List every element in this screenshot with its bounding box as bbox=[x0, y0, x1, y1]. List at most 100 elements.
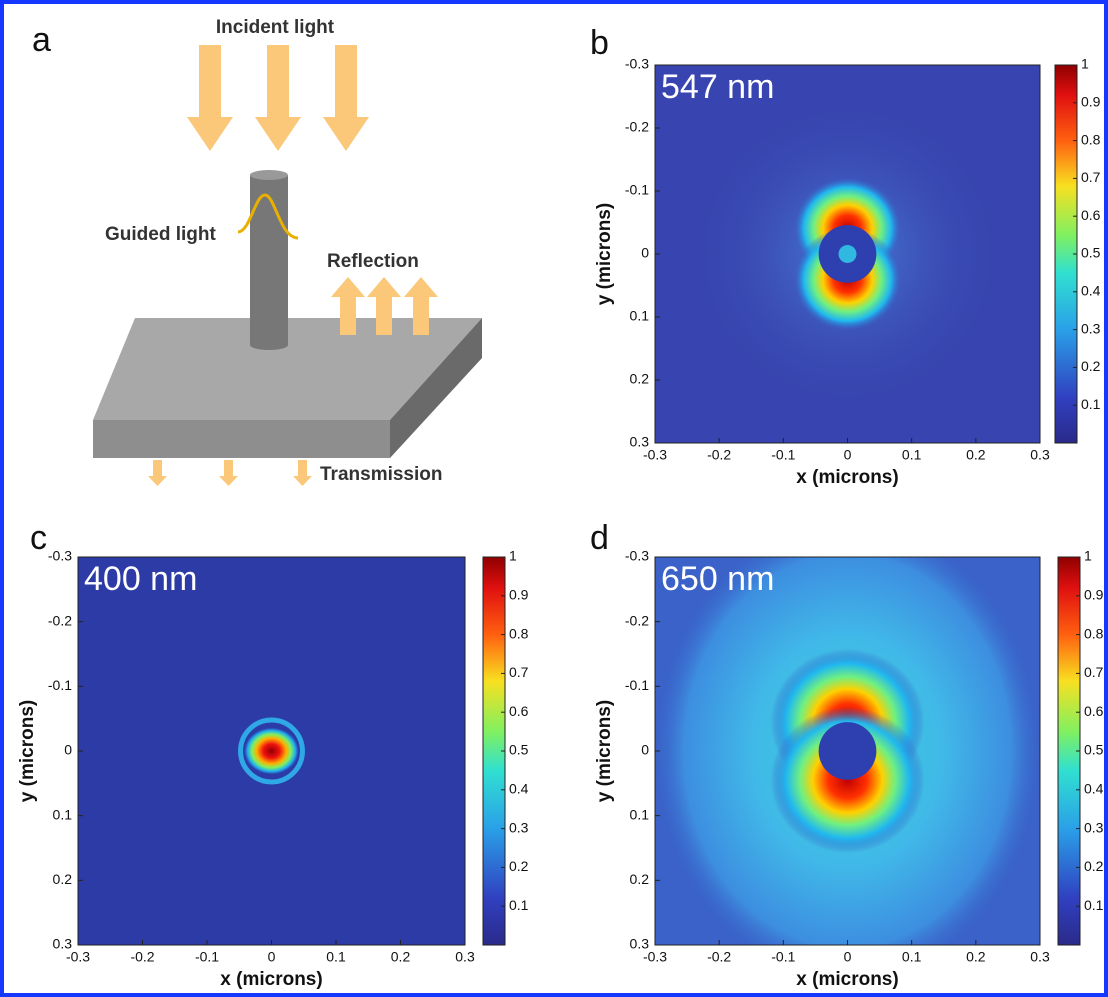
panel-label: d bbox=[590, 519, 609, 557]
colorbar-tick-label: 0.4 bbox=[509, 781, 529, 797]
core-center bbox=[839, 245, 857, 263]
colorbar-tick-label: 0.1 bbox=[1081, 396, 1101, 412]
pillar-top bbox=[250, 170, 288, 180]
colorbar-tick-label: 0.3 bbox=[509, 819, 529, 835]
colorbar-tick-label: 0.5 bbox=[1081, 245, 1101, 261]
reflection-arrows bbox=[331, 277, 438, 335]
figure: a Incident light Guided light Reflection… bbox=[0, 0, 1108, 997]
x-tick-label: 0 bbox=[844, 447, 852, 463]
colorbar-tick-label: 1 bbox=[1081, 56, 1089, 72]
panel-label: a bbox=[32, 21, 51, 59]
y-axis-label: y (microns) bbox=[594, 203, 615, 305]
panel-label: c bbox=[30, 519, 47, 557]
x-axis-label: x (microns) bbox=[220, 969, 322, 990]
x-axis-label: x (microns) bbox=[796, 969, 898, 990]
colorbar-tick-label: 0.5 bbox=[1084, 742, 1104, 758]
colorbar-tick-label: 0.7 bbox=[1084, 664, 1104, 680]
x-tick-label: 0.1 bbox=[902, 949, 922, 965]
y-tick-label: 0.3 bbox=[630, 936, 650, 952]
y-tick-label: 0.1 bbox=[630, 308, 650, 324]
colorbar-tick-label: 1 bbox=[1084, 548, 1092, 564]
y-tick-label: 0.2 bbox=[630, 371, 650, 387]
y-axis-label: y (microns) bbox=[17, 700, 38, 802]
colorbar-tick-label: 0.1 bbox=[509, 897, 529, 913]
colorbar-tick-label: 0.8 bbox=[509, 625, 529, 641]
y-tick-label: 0.3 bbox=[630, 434, 650, 450]
schematic: a Incident light Guided light Reflection… bbox=[32, 17, 482, 486]
colorbar-tick-label: 0.6 bbox=[509, 703, 529, 719]
x-tick-label: 0.3 bbox=[455, 949, 475, 965]
x-tick-label: -0.2 bbox=[707, 949, 731, 965]
y-tick-label: 0.1 bbox=[630, 806, 650, 822]
wavelength-label: 400 nm bbox=[84, 560, 197, 598]
x-tick-label: -0.1 bbox=[771, 447, 795, 463]
incident-arrows bbox=[187, 45, 369, 151]
guided-label: Guided light bbox=[105, 224, 216, 245]
colorbar-tick-label: 0.4 bbox=[1081, 283, 1101, 299]
colorbar-tick-label: 0.2 bbox=[1084, 858, 1104, 874]
colorbar-tick-label: 0.9 bbox=[1084, 587, 1104, 603]
x-tick-label: 0.2 bbox=[966, 447, 986, 463]
colorbar-tick-label: 0.6 bbox=[1084, 703, 1104, 719]
colorbar-tick-label: 1 bbox=[509, 548, 517, 564]
slab-front bbox=[93, 420, 390, 458]
x-axis-label: x (microns) bbox=[796, 467, 898, 488]
y-tick-label: 0 bbox=[641, 742, 649, 758]
panel-label: b bbox=[590, 24, 609, 62]
x-tick-label: -0.2 bbox=[130, 949, 154, 965]
y-tick-label: 0.2 bbox=[630, 871, 650, 887]
y-tick-label: 0.1 bbox=[53, 806, 73, 822]
x-tick-label: 0.1 bbox=[326, 949, 346, 965]
y-axis-label: y (microns) bbox=[594, 700, 615, 802]
core bbox=[819, 722, 877, 780]
x-tick-label: -0.1 bbox=[771, 949, 795, 965]
y-tick-label: 0.2 bbox=[53, 871, 73, 887]
y-tick-label: -0.3 bbox=[625, 56, 649, 72]
wavelength-label: 650 nm bbox=[661, 560, 774, 598]
x-tick-label: 0 bbox=[268, 949, 276, 965]
colorbar-tick-label: 0.2 bbox=[509, 858, 529, 874]
x-tick-label: 0.3 bbox=[1030, 447, 1050, 463]
spot bbox=[244, 728, 298, 774]
y-tick-label: -0.3 bbox=[48, 548, 72, 564]
colorbar-tick-label: 0.7 bbox=[509, 664, 529, 680]
colorbar-tick-label: 0.9 bbox=[1081, 94, 1101, 110]
transmission-label: Transmission bbox=[320, 464, 443, 485]
reflection-label: Reflection bbox=[327, 251, 419, 272]
y-tick-label: -0.1 bbox=[48, 677, 72, 693]
y-tick-label: -0.1 bbox=[625, 182, 649, 198]
y-tick-label: 0 bbox=[64, 742, 72, 758]
colorbar-tick-label: 0.3 bbox=[1084, 819, 1104, 835]
y-tick-label: 0 bbox=[641, 245, 649, 261]
x-tick-label: 0.2 bbox=[966, 949, 986, 965]
y-tick-label: -0.2 bbox=[625, 119, 649, 135]
y-tick-label: -0.1 bbox=[625, 677, 649, 693]
colorbar-tick-label: 0.7 bbox=[1081, 169, 1101, 185]
field bbox=[655, 65, 1040, 443]
y-tick-label: -0.3 bbox=[625, 548, 649, 564]
incident-label: Incident light bbox=[216, 17, 335, 38]
x-tick-label: 0 bbox=[844, 949, 852, 965]
x-tick-label: -0.2 bbox=[707, 447, 731, 463]
wavelength-label: 547 nm bbox=[661, 68, 774, 106]
colorbar-tick-label: 0.9 bbox=[509, 587, 529, 603]
colorbar-tick-label: 0.8 bbox=[1081, 131, 1101, 147]
colorbar-tick-label: 0.2 bbox=[1081, 358, 1101, 374]
y-tick-label: -0.2 bbox=[48, 612, 72, 628]
pillar bbox=[250, 175, 288, 345]
field bbox=[78, 557, 465, 945]
y-tick-label: 0.3 bbox=[53, 936, 73, 952]
colorbar-tick-label: 0.3 bbox=[1081, 320, 1101, 336]
colorbar-tick-label: 0.8 bbox=[1084, 625, 1104, 641]
colorbar-tick-label: 0.4 bbox=[1084, 781, 1104, 797]
colorbar-tick-label: 0.5 bbox=[509, 742, 529, 758]
colorbar-tick-label: 0.1 bbox=[1084, 897, 1104, 913]
x-tick-label: 0.2 bbox=[391, 949, 411, 965]
pillar-base bbox=[250, 340, 288, 350]
x-tick-label: 0.3 bbox=[1030, 949, 1050, 965]
x-tick-label: -0.1 bbox=[195, 949, 219, 965]
y-tick-label: -0.2 bbox=[625, 612, 649, 628]
